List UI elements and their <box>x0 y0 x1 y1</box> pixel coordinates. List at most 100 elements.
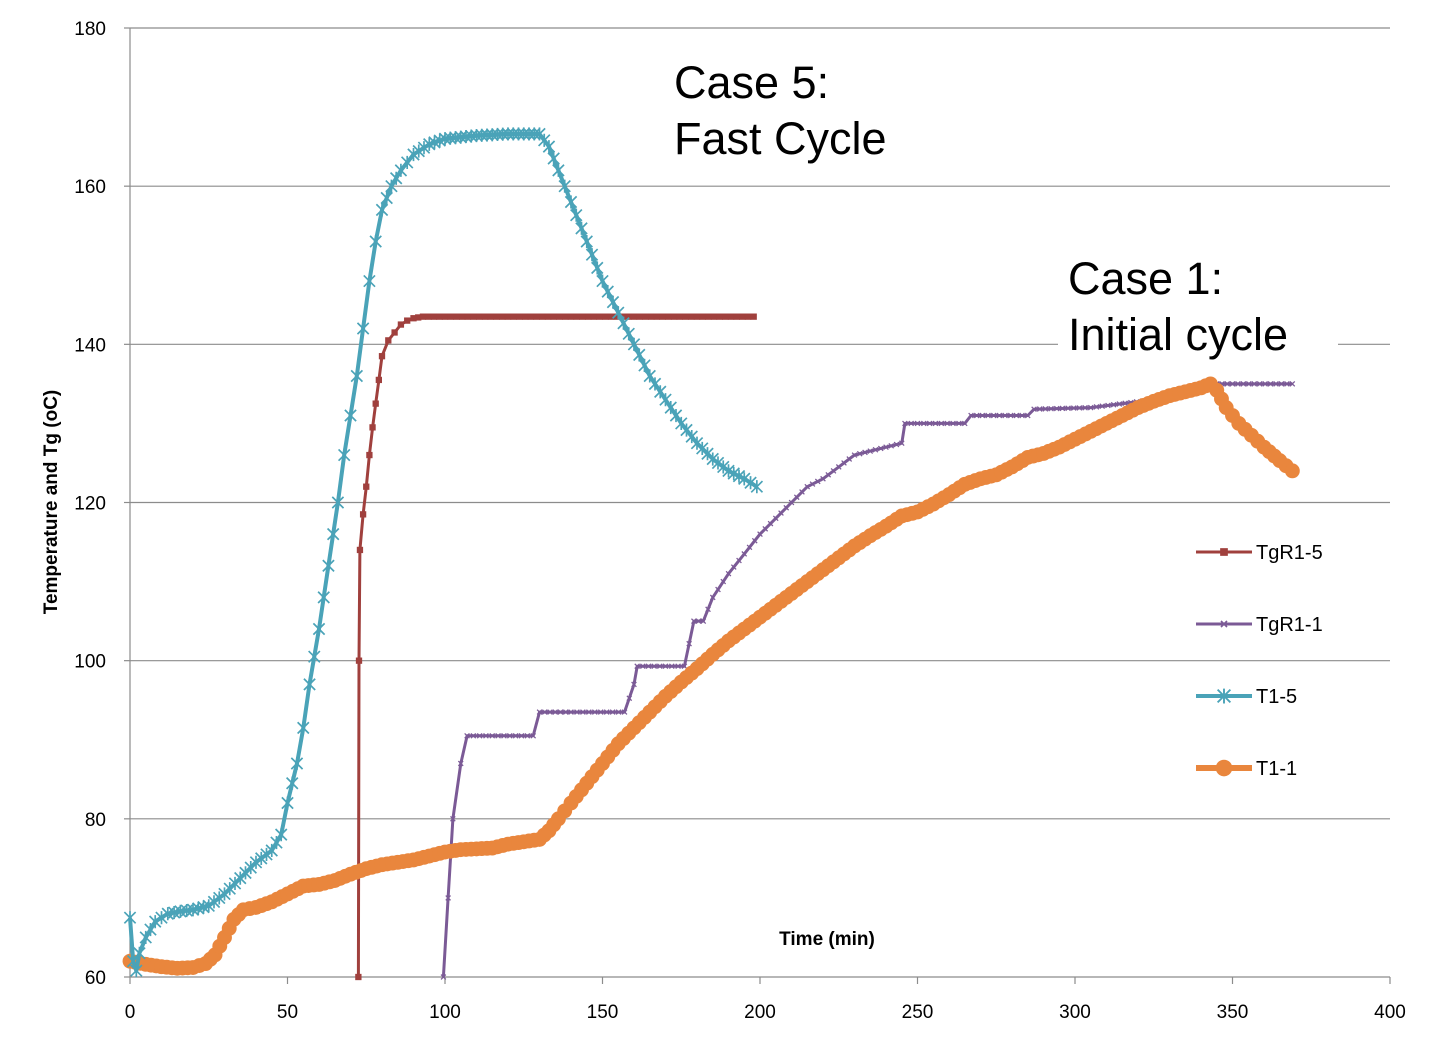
data-point <box>356 546 364 554</box>
data-point <box>397 321 405 328</box>
data-point <box>326 526 340 542</box>
data-point <box>710 313 718 320</box>
series-line <box>441 382 1293 978</box>
data-point <box>665 313 672 320</box>
annotation-text: Fast Cycle <box>674 113 887 164</box>
data-point <box>727 313 735 320</box>
data-point <box>653 384 667 400</box>
annotation-text: Case 1: <box>1068 253 1223 304</box>
data-point <box>664 400 678 416</box>
data-point <box>419 313 427 320</box>
data-point <box>363 483 370 490</box>
data-point <box>372 400 379 407</box>
y-tick-label: 180 <box>74 19 106 40</box>
data-point <box>378 353 386 360</box>
y-tick-label: 80 <box>85 810 106 831</box>
legend-swatch-marker <box>1220 548 1228 556</box>
data-point <box>493 313 500 320</box>
legend-item: TgR1-1 <box>1196 614 1323 636</box>
data-point <box>744 475 758 491</box>
legend-label: TgR1-1 <box>1256 614 1323 636</box>
data-point <box>573 313 580 320</box>
legend-swatch-marker <box>1215 759 1233 777</box>
data-point <box>290 756 304 771</box>
data-point <box>659 392 672 408</box>
data-point <box>648 376 662 392</box>
x-tick-label: 50 <box>277 1002 298 1023</box>
data-point <box>350 368 364 384</box>
data-point <box>575 220 588 236</box>
data-point <box>539 313 546 320</box>
annotations: Case 5:Fast Cycle Case 1:Initial cycle <box>664 52 1338 366</box>
data-point <box>693 313 701 320</box>
data-point <box>596 313 603 320</box>
data-point <box>366 451 373 459</box>
x-tick-label: 400 <box>1374 1002 1406 1023</box>
data-point <box>312 621 326 637</box>
data-point <box>653 313 661 320</box>
data-point <box>585 247 599 263</box>
data-point <box>590 260 604 276</box>
data-point <box>132 945 146 961</box>
data-point <box>155 910 168 926</box>
series-layer <box>122 126 1300 981</box>
data-point <box>356 321 370 336</box>
data-point <box>459 313 466 320</box>
data-point <box>481 313 489 320</box>
data-point <box>688 313 695 320</box>
data-point <box>590 313 598 320</box>
data-point <box>676 313 683 320</box>
data-point <box>556 313 563 320</box>
data-point <box>436 313 443 320</box>
data-point <box>569 207 583 223</box>
data-point <box>123 910 137 926</box>
data-point <box>499 313 506 320</box>
data-point <box>274 827 288 843</box>
data-point <box>733 313 740 320</box>
data-point <box>148 914 162 930</box>
data-point <box>630 313 638 320</box>
data-point <box>430 313 438 320</box>
data-point <box>369 424 376 431</box>
data-point <box>682 313 689 320</box>
data-point <box>380 190 394 206</box>
x-tick-label: 100 <box>429 1002 461 1023</box>
legend-item: T1-1 <box>1196 758 1297 780</box>
data-point <box>321 558 335 574</box>
data-point <box>453 313 460 320</box>
data-point <box>716 313 723 320</box>
data-point <box>585 313 592 320</box>
legend-label: T1-5 <box>1256 686 1297 708</box>
data-point <box>344 408 357 423</box>
data-point <box>285 775 299 791</box>
x-tick-label: 350 <box>1217 1002 1249 1023</box>
data-point <box>359 511 367 518</box>
data-point <box>385 337 392 344</box>
data-point <box>317 589 331 605</box>
data-point <box>1284 463 1300 479</box>
data-point <box>547 151 561 166</box>
data-point <box>355 657 363 664</box>
data-point <box>391 329 398 336</box>
data-point <box>636 313 643 320</box>
gridlines <box>130 27 1390 820</box>
data-point <box>567 313 575 320</box>
data-point <box>510 313 517 320</box>
data-point <box>375 202 389 218</box>
annotation-bg <box>664 52 912 170</box>
data-point <box>699 313 706 320</box>
data-point <box>527 313 535 320</box>
y-tick-label: 100 <box>74 652 106 673</box>
data-point <box>669 408 683 423</box>
data-point <box>580 234 594 249</box>
data-point <box>369 234 383 249</box>
data-point <box>544 313 552 320</box>
data-point <box>564 194 578 210</box>
data-point <box>643 368 657 384</box>
data-point <box>487 313 494 320</box>
series-line <box>128 132 758 973</box>
legend: TgR1-5 TgR1-1 T1-5 T1-1 <box>1196 542 1323 780</box>
data-point <box>296 720 310 736</box>
x-tick-label: 150 <box>587 1002 619 1023</box>
